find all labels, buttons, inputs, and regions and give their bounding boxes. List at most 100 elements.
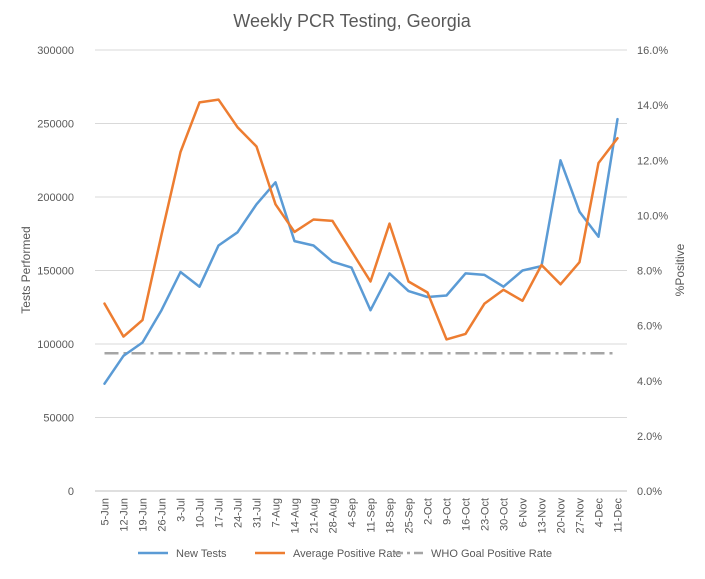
data-point — [179, 150, 183, 154]
data-point — [198, 351, 202, 355]
data-point — [426, 351, 430, 355]
legend-label: Average Positive Rate — [293, 548, 402, 560]
series-layer — [103, 98, 620, 386]
y-tick-label: 100000 — [37, 339, 74, 351]
y2-tick-label: 8.0% — [637, 266, 662, 278]
y2-tick-label: 16.0% — [637, 45, 668, 57]
data-point — [559, 282, 563, 286]
data-point — [179, 270, 183, 274]
y-tick-label: 0 — [68, 486, 74, 498]
legend-label: New Tests — [176, 548, 227, 560]
series-line-new-tests — [103, 117, 619, 385]
data-point — [616, 136, 620, 140]
x-tick-label: 4-Dec — [594, 498, 606, 528]
data-point — [274, 202, 278, 206]
data-point — [445, 351, 449, 355]
data-point — [160, 308, 164, 312]
data-point — [521, 299, 525, 303]
data-point — [122, 335, 126, 339]
data-point — [559, 351, 563, 355]
x-tick-label: 20-Nov — [556, 498, 568, 534]
data-point — [464, 271, 468, 275]
data-point — [616, 351, 620, 355]
x-tick-label: 11-Dec — [613, 498, 625, 533]
data-point — [407, 289, 411, 293]
data-point — [483, 273, 487, 277]
x-tick-label: 13-Nov — [537, 498, 549, 534]
data-point — [521, 269, 525, 273]
x-tick-label: 2-Oct — [423, 498, 435, 525]
data-point — [578, 351, 582, 355]
y2-tick-label: 12.0% — [637, 155, 668, 167]
data-point — [122, 354, 126, 358]
data-point — [483, 302, 487, 306]
y2-axis-label: %Positive — [673, 243, 687, 296]
data-point — [350, 351, 354, 355]
data-point — [274, 180, 278, 184]
data-point — [331, 219, 335, 223]
x-tick-label: 7-Aug — [271, 498, 283, 527]
data-point — [293, 230, 297, 234]
y-tick-label: 200000 — [37, 192, 74, 204]
data-point — [236, 230, 240, 234]
y2-tick-label: 14.0% — [637, 100, 668, 112]
data-point — [331, 260, 335, 264]
data-point — [255, 202, 259, 206]
chart-title: Weekly PCR Testing, Georgia — [233, 11, 471, 31]
data-point — [255, 144, 259, 148]
x-tick-label: 18-Sep — [385, 498, 397, 533]
data-point — [464, 351, 468, 355]
y2-tick-label: 0.0% — [637, 486, 662, 498]
data-point — [217, 98, 221, 102]
data-point — [369, 308, 373, 312]
x-tick-label: 3-Jul — [176, 498, 188, 522]
data-point — [445, 293, 449, 297]
x-tick-label: 11-Sep — [366, 498, 378, 533]
y-tick-label: 250000 — [37, 119, 74, 131]
y2-tick-label: 6.0% — [637, 321, 662, 333]
data-point — [426, 291, 430, 295]
x-tick-label: 14-Aug — [290, 498, 302, 533]
data-point — [597, 161, 601, 165]
data-point — [236, 351, 240, 355]
data-point — [445, 337, 449, 341]
gridlines — [95, 49, 627, 492]
data-point — [312, 244, 316, 248]
data-point — [312, 218, 316, 222]
x-tick-label: 12-Jun — [119, 498, 131, 532]
data-point — [350, 266, 354, 270]
x-tick-label: 30-Oct — [499, 498, 511, 531]
y2-tick-label: 4.0% — [637, 376, 662, 388]
data-point — [217, 351, 221, 355]
data-point — [141, 351, 145, 355]
legend: New Tests Average Positive Rate WHO Goal P… — [138, 548, 552, 560]
x-tick-label: 19-Jun — [138, 498, 150, 532]
x-tick-label: 10-Jul — [195, 498, 207, 528]
y-tick-label: 150000 — [37, 266, 74, 278]
data-point — [293, 351, 297, 355]
legend-label: WHO Goal Positive Rate — [431, 548, 552, 560]
data-point — [521, 351, 525, 355]
x-tick-label: 24-Jul — [233, 498, 245, 528]
y2-tick-label: 2.0% — [637, 431, 662, 443]
y-axis-label: Tests Performed — [19, 226, 33, 313]
x-tick-label: 6-Nov — [518, 498, 530, 528]
x-tick-label: 28-Aug — [328, 498, 340, 533]
data-point — [274, 351, 278, 355]
data-point — [331, 351, 335, 355]
data-point — [578, 210, 582, 214]
x-tick-label: 25-Sep — [404, 498, 416, 533]
x-axis-ticks: 5-Jun 12-Jun 19-Jun 26-Jun 3-Jul 10-Jul 17-Jul… — [100, 498, 625, 534]
data-point — [388, 351, 392, 355]
y-tick-label: 50000 — [43, 413, 74, 425]
data-point — [103, 382, 107, 386]
data-point — [388, 271, 392, 275]
data-point — [236, 125, 240, 129]
data-point — [160, 233, 164, 237]
left-axis-ticks: 0 50000 100000 150000 200000 250000 300000 — [37, 45, 74, 498]
data-point — [141, 341, 145, 345]
data-point — [179, 351, 183, 355]
data-point — [407, 351, 411, 355]
